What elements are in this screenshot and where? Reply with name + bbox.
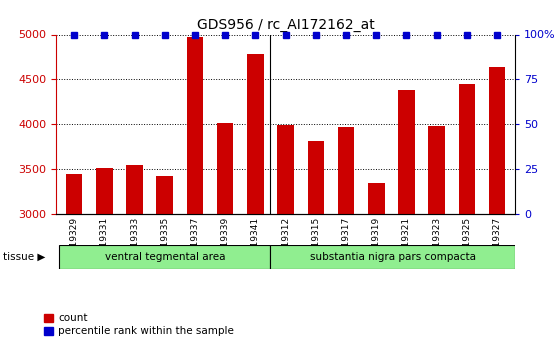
Text: tissue ▶: tissue ▶ xyxy=(3,252,45,262)
Bar xyxy=(368,184,385,345)
Bar xyxy=(277,125,294,345)
Bar xyxy=(247,54,264,345)
Title: GDS956 / rc_AI172162_at: GDS956 / rc_AI172162_at xyxy=(197,18,375,32)
Bar xyxy=(186,37,203,345)
FancyBboxPatch shape xyxy=(59,245,270,269)
Bar xyxy=(156,176,173,345)
Bar xyxy=(398,90,415,345)
Bar xyxy=(217,123,234,345)
Bar xyxy=(338,127,354,345)
Bar xyxy=(96,168,113,345)
Bar xyxy=(428,126,445,345)
Bar xyxy=(126,166,143,345)
FancyBboxPatch shape xyxy=(270,245,515,269)
Bar xyxy=(66,174,82,345)
Bar xyxy=(489,67,505,345)
Legend: count, percentile rank within the sample: count, percentile rank within the sample xyxy=(44,313,234,336)
Text: ventral tegmental area: ventral tegmental area xyxy=(105,252,225,262)
Bar xyxy=(307,141,324,345)
Text: substantia nigra pars compacta: substantia nigra pars compacta xyxy=(310,252,476,262)
Bar xyxy=(459,84,475,345)
